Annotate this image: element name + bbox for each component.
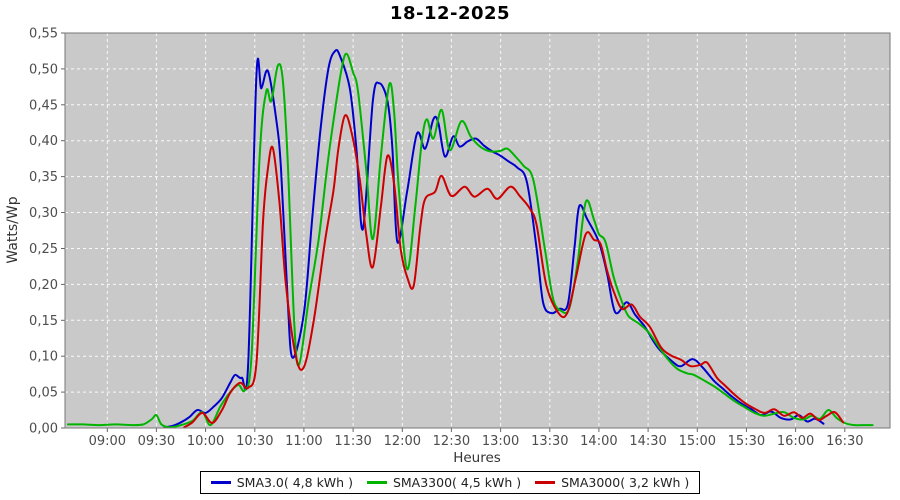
x-tick-label: 10:00 (187, 434, 224, 449)
legend-swatch-sma3000-icon (535, 481, 556, 484)
series-line-sma3000 (183, 114, 845, 429)
plot-svg: 0,00 0,05 0,10 0,15 0,20 0,25 0,30 0,35 0,40 0,45… (5, 27, 891, 466)
y-tick-label: 0,05 (29, 386, 58, 401)
plot-border (64, 32, 891, 429)
chart-title: 18-12-2025 (389, 3, 511, 24)
x-axis-title: Heures (453, 450, 501, 466)
y-tick-label: 0,35 (29, 170, 58, 185)
y-tick-label: 0,50 (29, 62, 58, 77)
x-tick-label: 14:30 (629, 434, 666, 449)
series-line-sma30 (163, 49, 825, 429)
legend-label-sma3300: SMA3300( 4,5 kWh ) (392, 475, 522, 490)
legend-item-sma30: SMA3.0( 4,8 kWh ) (210, 475, 353, 490)
y-tick-label: 0,30 (29, 206, 58, 221)
y-tick-label: 0,15 (29, 314, 58, 329)
x-tick-label: 16:30 (826, 434, 863, 449)
x-tick-label: 16:00 (777, 434, 814, 449)
x-tick-label: 11:00 (285, 434, 322, 449)
y-axis-title: Watts/Wp (5, 196, 21, 263)
x-tick-label: 12:30 (433, 434, 470, 449)
y-tick-label: 0,40 (29, 134, 58, 149)
legend-item-sma3300: SMA3300( 4,5 kWh ) (366, 475, 522, 490)
y-tick-label: 0,55 (29, 27, 58, 42)
legend-box: SMA3.0( 4,8 kWh ) SMA3300( 4,5 kWh ) SMA… (199, 471, 701, 494)
x-tick-label: 15:00 (679, 434, 716, 449)
y-tick-label: 0,00 (29, 422, 58, 437)
x-tick-label: 12:00 (384, 434, 421, 449)
legend-swatch-sma30-icon (210, 481, 231, 484)
legend-label-sma3000: SMA3000( 3,2 kWh ) (561, 475, 690, 490)
y-tick-label: 0,10 (29, 350, 58, 365)
series-line-sma3300 (66, 52, 874, 429)
legend-item-sma3000: SMA3000( 3,2 kWh ) (535, 475, 689, 490)
x-tick-label: 11:30 (334, 434, 371, 449)
legend-label-sma30: SMA3.0( 4,8 kWh ) (236, 475, 353, 490)
x-tick-label: 10:30 (236, 434, 273, 449)
legend-swatch-sma3300-icon (366, 481, 387, 484)
y-tick-label: 0,20 (29, 278, 58, 293)
x-tick-label: 14:00 (580, 434, 617, 449)
y-tick-label: 0,45 (29, 98, 58, 113)
x-tick-label: 13:00 (482, 434, 519, 449)
x-tick-label: 13:30 (531, 434, 568, 449)
legend: SMA3.0( 4,8 kWh ) SMA3300( 4,5 kWh ) SMA… (0, 471, 900, 494)
x-tick-label: 09:00 (89, 434, 126, 449)
plot-background (65, 33, 890, 428)
y-tick-label: 0,25 (29, 242, 58, 257)
x-tick-label: 09:30 (138, 434, 175, 449)
x-tick-label: 15:30 (728, 434, 765, 449)
